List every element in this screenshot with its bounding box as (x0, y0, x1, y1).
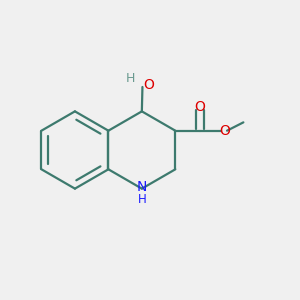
Text: O: O (194, 100, 205, 114)
Text: O: O (143, 78, 154, 92)
Text: H: H (126, 72, 135, 85)
Text: O: O (219, 124, 230, 138)
Text: N: N (137, 180, 147, 194)
Text: H: H (137, 194, 146, 206)
